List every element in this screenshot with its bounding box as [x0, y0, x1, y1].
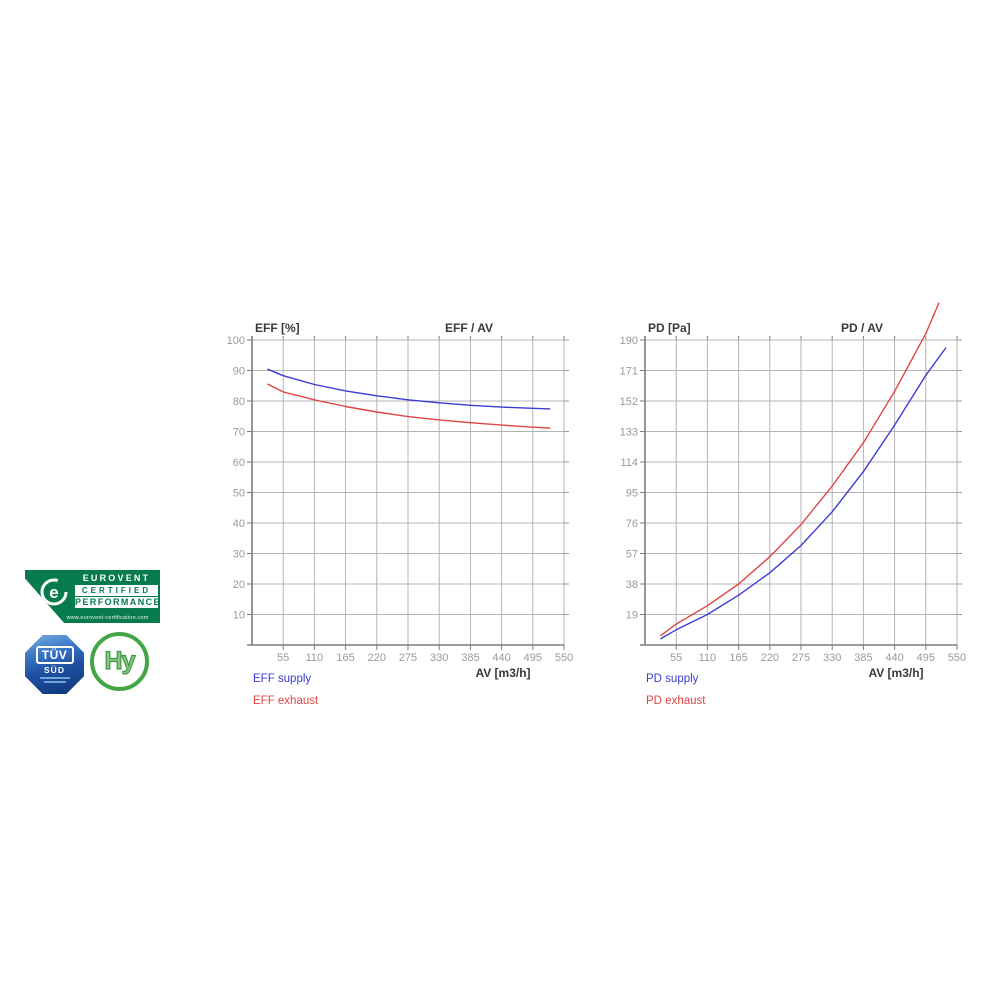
y-tick-label: 133: [620, 427, 638, 439]
grid: 55 110 165 220 275 330 385 440 495 550 10 20 30 40 50 6…: [227, 335, 574, 664]
series-line-pd-exhaust: [660, 302, 940, 637]
chart-title: PD / AV: [841, 321, 883, 335]
eff-av-chart: 55 110 165 220 275 330 385 440 495 550 10 20 30 40 50 6…: [225, 270, 600, 710]
x-axis-title: AV [m3/h]: [475, 666, 530, 680]
y-tick-label: 30: [233, 549, 245, 561]
y-tick-label: 152: [620, 396, 638, 408]
y-tick-label: 70: [233, 427, 245, 439]
x-tick-label: 495: [917, 652, 935, 664]
legend-eff-exhaust: EFF exhaust: [253, 695, 319, 707]
svg-text:e: e: [49, 583, 58, 602]
x-tick-label: 55: [277, 652, 289, 664]
x-tick-label: 330: [823, 652, 841, 664]
tuv-sud-logo: TÜV SÜD: [24, 634, 85, 695]
y-tick-label: 100: [227, 335, 245, 347]
series-line-eff-supply: [267, 368, 551, 410]
y-tick-label: 80: [233, 396, 245, 408]
y-tick-label: 50: [233, 488, 245, 500]
y-tick-label: 90: [233, 366, 245, 378]
eurovent-logo: e EUROVENT CERTIFIED PERFORMANCE www.eur…: [25, 570, 160, 623]
y-tick-label: 19: [626, 610, 638, 622]
tuv-microtext: [39, 677, 70, 679]
x-tick-label: 330: [430, 652, 448, 664]
y-axis-title: EFF [%]: [255, 321, 300, 335]
series-line-eff-exhaust: [267, 383, 551, 429]
eff-av-plot: 55 110 165 220 275 330 385 440 495 550 10 20 30 40 50 6…: [227, 321, 574, 707]
x-tick-label: 440: [492, 652, 510, 664]
x-tick-label: 275: [399, 652, 417, 664]
series-line-pd-supply: [660, 347, 947, 640]
x-axis-title: AV [m3/h]: [868, 666, 923, 680]
x-tick-label: 440: [885, 652, 903, 664]
x-tick-label: 275: [792, 652, 810, 664]
y-tick-label: 20: [233, 579, 245, 591]
grid: 55 110 165 220 275 330 385 440 495 550 19 38 57 76 95 1…: [620, 335, 967, 664]
y-tick-label: 190: [620, 335, 638, 347]
tuv-microtext: [43, 681, 66, 683]
eurovent-title: EUROVENT: [82, 573, 151, 583]
tuv-sud-label: SÜD: [44, 665, 65, 675]
y-tick-label: 171: [620, 366, 638, 378]
tuv-octagon-icon: TÜV SÜD: [25, 635, 84, 694]
x-tick-label: 165: [729, 652, 747, 664]
y-tick-label: 95: [626, 488, 638, 500]
x-tick-label: 550: [555, 652, 573, 664]
tuv-label: TÜV: [35, 646, 74, 664]
y-tick-label: 76: [626, 518, 638, 530]
legend-pd-supply: PD supply: [646, 673, 699, 685]
y-tick-label: 57: [626, 549, 638, 561]
chart-title: EFF / AV: [445, 321, 493, 335]
legend-eff-supply: EFF supply: [253, 673, 311, 685]
x-tick-label: 110: [306, 652, 324, 664]
eurovent-url: www.eurovent-certification.com: [66, 615, 149, 621]
eurovent-performance: PERFORMANCE: [75, 597, 161, 607]
x-tick-label: 385: [461, 652, 479, 664]
y-tick-label: 38: [626, 579, 638, 591]
series-lines: [267, 368, 551, 429]
pd-av-plot: 55 110 165 220 275 330 385 440 495 550 19 38 57 76 95 1…: [620, 302, 967, 707]
x-tick-label: 165: [336, 652, 354, 664]
x-tick-label: 110: [699, 652, 717, 664]
series-lines: [660, 302, 947, 640]
pd-av-chart: 55 110 165 220 275 330 385 440 495 550 19 38 57 76 95 1…: [618, 270, 993, 710]
x-tick-label: 55: [670, 652, 682, 664]
hy-certification-logo: Hy: [90, 632, 149, 691]
y-tick-label: 40: [233, 518, 245, 530]
x-tick-label: 550: [948, 652, 966, 664]
x-tick-label: 385: [854, 652, 872, 664]
y-tick-label: 10: [233, 610, 245, 622]
legend-pd-exhaust: PD exhaust: [646, 695, 706, 707]
x-tick-label: 220: [761, 652, 779, 664]
y-tick-label: 114: [620, 457, 638, 469]
eurovent-certified: CERTIFIED: [75, 585, 158, 597]
y-tick-label: 60: [233, 457, 245, 469]
y-axis-title: PD [Pa]: [648, 321, 691, 335]
eurovent-e-icon: e: [40, 578, 68, 606]
x-tick-label: 495: [524, 652, 542, 664]
x-tick-label: 220: [368, 652, 386, 664]
hy-label: Hy: [104, 646, 136, 675]
